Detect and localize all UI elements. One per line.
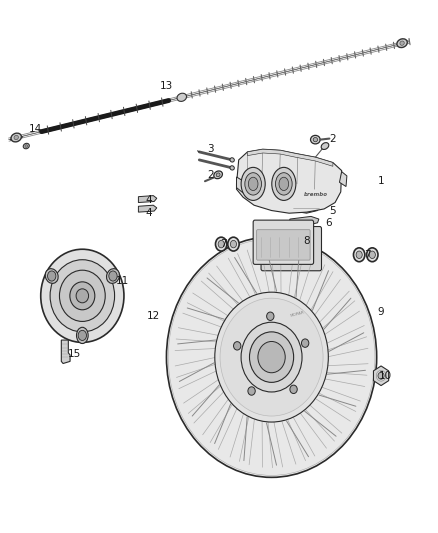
Ellipse shape [45, 269, 58, 284]
Ellipse shape [11, 133, 21, 142]
Ellipse shape [241, 322, 302, 392]
Ellipse shape [272, 167, 296, 200]
Text: 5: 5 [329, 206, 336, 215]
Ellipse shape [215, 292, 328, 422]
Polygon shape [374, 366, 389, 385]
Ellipse shape [14, 135, 18, 140]
Text: MOPAR: MOPAR [290, 311, 305, 318]
Text: 15: 15 [68, 350, 81, 359]
FancyBboxPatch shape [261, 227, 321, 271]
Ellipse shape [233, 342, 241, 350]
Text: 4: 4 [145, 208, 152, 218]
Ellipse shape [218, 240, 224, 248]
Ellipse shape [248, 387, 255, 395]
Polygon shape [339, 172, 347, 187]
Ellipse shape [321, 143, 329, 149]
Ellipse shape [228, 237, 239, 251]
Ellipse shape [230, 240, 237, 248]
Ellipse shape [258, 342, 285, 373]
Ellipse shape [397, 39, 407, 47]
Polygon shape [293, 204, 319, 213]
Polygon shape [138, 205, 157, 212]
Ellipse shape [77, 327, 88, 343]
Polygon shape [138, 196, 157, 203]
Ellipse shape [25, 144, 28, 148]
Text: 12: 12 [147, 311, 160, 320]
Text: 1: 1 [378, 176, 385, 186]
Text: 9: 9 [378, 307, 385, 317]
Ellipse shape [48, 271, 56, 281]
Ellipse shape [248, 177, 258, 191]
Polygon shape [61, 340, 70, 364]
Ellipse shape [356, 251, 362, 259]
Ellipse shape [353, 248, 365, 262]
Text: 6: 6 [325, 218, 332, 228]
Text: brembo: brembo [304, 191, 327, 197]
Ellipse shape [230, 158, 234, 162]
Ellipse shape [230, 166, 234, 170]
Ellipse shape [60, 270, 105, 321]
Text: 2: 2 [329, 134, 336, 143]
Text: 7: 7 [220, 239, 227, 249]
Text: 11: 11 [116, 277, 129, 286]
Ellipse shape [313, 138, 318, 142]
Ellipse shape [166, 237, 377, 478]
Ellipse shape [369, 251, 375, 259]
Ellipse shape [41, 249, 124, 342]
Text: 3: 3 [207, 144, 214, 154]
Ellipse shape [215, 237, 227, 251]
Ellipse shape [367, 248, 378, 262]
Ellipse shape [400, 41, 404, 45]
Ellipse shape [106, 269, 120, 284]
Ellipse shape [177, 93, 187, 101]
Ellipse shape [250, 332, 293, 382]
Text: 7: 7 [364, 250, 371, 260]
Polygon shape [247, 149, 333, 166]
Ellipse shape [279, 177, 289, 191]
Text: 10: 10 [379, 371, 392, 381]
FancyBboxPatch shape [253, 220, 314, 264]
Ellipse shape [216, 173, 220, 177]
Polygon shape [289, 216, 319, 225]
Ellipse shape [241, 167, 265, 200]
Text: 13: 13 [160, 82, 173, 91]
Ellipse shape [245, 173, 261, 195]
Ellipse shape [214, 171, 223, 179]
Ellipse shape [267, 312, 274, 320]
Ellipse shape [378, 373, 384, 379]
Ellipse shape [78, 330, 86, 341]
Text: 8: 8 [303, 236, 310, 246]
Ellipse shape [276, 173, 292, 195]
Ellipse shape [109, 271, 117, 281]
Ellipse shape [76, 289, 88, 303]
Ellipse shape [70, 282, 95, 310]
Ellipse shape [50, 260, 115, 332]
Text: 4: 4 [145, 195, 152, 205]
Ellipse shape [301, 339, 309, 348]
FancyBboxPatch shape [257, 230, 310, 260]
Polygon shape [237, 149, 342, 213]
Ellipse shape [290, 385, 297, 393]
Text: 2: 2 [207, 170, 214, 180]
Ellipse shape [220, 298, 323, 416]
Text: 14: 14 [28, 124, 42, 134]
Ellipse shape [23, 143, 29, 149]
Polygon shape [237, 177, 245, 193]
Ellipse shape [168, 239, 375, 475]
Ellipse shape [311, 135, 320, 144]
